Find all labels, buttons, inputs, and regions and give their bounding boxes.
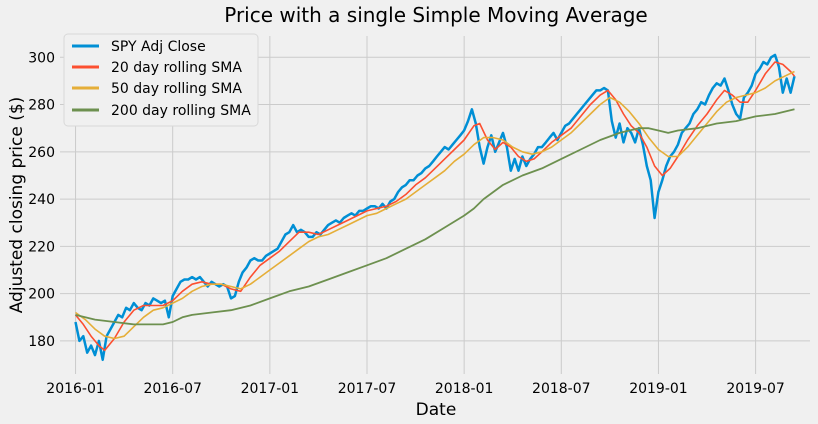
- legend-label: SPY Adj Close: [111, 39, 206, 55]
- chart-title: Price with a single Simple Moving Averag…: [224, 3, 648, 27]
- legend: SPY Adj Close 20 day rolling SMA 50 day …: [63, 33, 259, 127]
- legend-item-20-day-sma: 20 day rolling SMA: [72, 60, 242, 76]
- x-tick-label: 2018-01: [435, 381, 494, 397]
- y-tick-label: 300: [28, 50, 55, 66]
- legend-box: [63, 33, 259, 127]
- x-tick-labels: 2016-01 2016-07 2017-01 2017-07 2018-01 2018-…: [46, 381, 785, 397]
- y-tick-label: 260: [28, 145, 55, 161]
- x-tick-label: 2018-07: [532, 381, 591, 397]
- y-tick-label: 200: [28, 287, 55, 303]
- series-line-200-day-rolling-sma: [75, 108, 795, 326]
- y-tick-labels: 180 200 220 240 260 280 300: [28, 50, 55, 350]
- legend-label: 20 day rolling SMA: [111, 60, 242, 76]
- x-axis-label: Date: [416, 400, 457, 420]
- legend-item-200-day-sma: 200 day rolling SMA: [72, 103, 251, 119]
- x-tick-label: 2016-01: [46, 381, 105, 397]
- legend-item-50-day-sma: 50 day rolling SMA: [72, 81, 242, 97]
- x-tick-label: 2017-07: [338, 381, 397, 397]
- y-tick-label: 280: [28, 98, 55, 114]
- legend-item-spy-adj-close: SPY Adj Close: [72, 39, 206, 55]
- series-line-20-day-rolling-sma: [74, 61, 796, 352]
- series-line-50-day-rolling-sma: [75, 70, 795, 340]
- x-tick-label: 2017-01: [241, 381, 300, 397]
- x-tick-label: 2016-07: [143, 381, 202, 397]
- y-tick-label: 240: [28, 192, 55, 208]
- y-gridlines: [60, 56, 810, 342]
- y-axis-label: Adjusted closing price ($): [7, 97, 27, 314]
- legend-label: 50 day rolling SMA: [111, 81, 242, 97]
- y-tick-label: 220: [28, 239, 55, 255]
- series-line-spy-adj-close: [74, 53, 796, 362]
- x-tick-label: 2019-07: [726, 381, 785, 397]
- legend-label: 200 day rolling SMA: [111, 103, 251, 119]
- y-tick-label: 180: [28, 334, 55, 350]
- x-tick-label: 2019-01: [629, 381, 688, 397]
- series-lines: [74, 53, 796, 362]
